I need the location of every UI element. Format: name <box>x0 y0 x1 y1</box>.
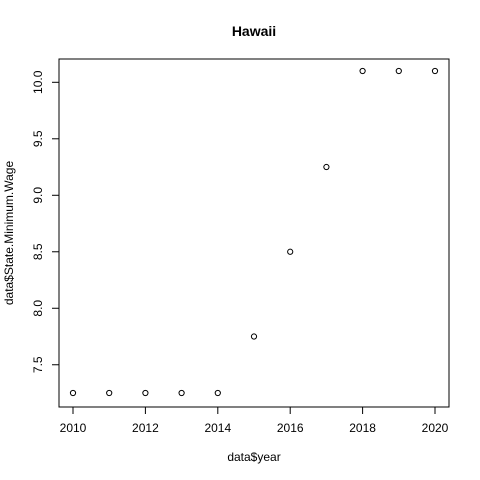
y-axis: 7.5 8.0 8.5 9.0 9.5 10.0 <box>31 70 59 373</box>
x-tick-label: 2010 <box>60 421 87 435</box>
x-axis-label: data$year <box>227 450 280 464</box>
plot-frame <box>58 58 450 408</box>
y-tick-label: 9.5 <box>31 130 45 147</box>
data-point <box>106 389 113 397</box>
data-point <box>359 67 366 75</box>
x-tick-label: 2020 <box>422 421 449 435</box>
y-axis-label: data$State.Minimum.Wage <box>2 161 16 306</box>
y-tick-label: 7.5 <box>31 356 45 373</box>
x-tick-label: 2012 <box>132 421 159 435</box>
y-tick-label: 10.0 <box>31 70 45 94</box>
data-point <box>214 389 221 397</box>
data-point <box>69 389 77 397</box>
data-point <box>287 248 294 255</box>
data-point <box>142 389 149 397</box>
y-tick-label: 8.5 <box>31 243 45 260</box>
x-tick-label: 2018 <box>349 421 376 435</box>
x-axis: 2010 2012 2014 2016 2018 2020 <box>60 407 449 435</box>
x-tick-label: 2016 <box>277 421 304 435</box>
y-tick-label: 8.0 <box>31 300 45 317</box>
x-tick-label: 2014 <box>204 421 231 435</box>
data-point <box>178 389 185 397</box>
data-point <box>323 163 330 171</box>
data-point <box>395 67 402 75</box>
y-tick-label: 9.0 <box>31 187 45 204</box>
chart-title: Hawaii <box>232 23 276 39</box>
data-points <box>69 67 439 397</box>
data-point <box>431 67 439 75</box>
data-point <box>250 333 258 340</box>
